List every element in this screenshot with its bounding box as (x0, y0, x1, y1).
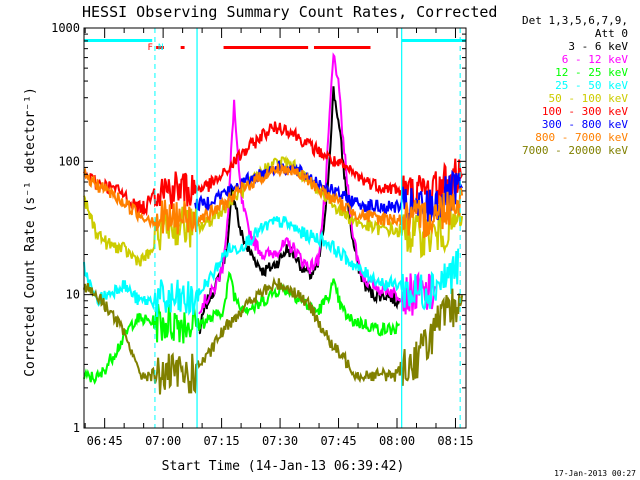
legend-entry-4: 50 - 100 keV (549, 92, 629, 105)
chart-title: HESSI Observing Summary Count Rates, Cor… (82, 3, 497, 21)
flare-flag-bar-3 (313, 46, 371, 49)
series-line-1 (198, 52, 436, 316)
y-tick-label: 1 (73, 421, 80, 435)
x-axis-label: Start Time (14-Jan-13 06:39:42) (162, 459, 405, 474)
y-axis-label: Corrected Count Rate (s⁻¹ detector⁻¹) (23, 87, 38, 377)
x-tick-label: 08:15 (437, 434, 473, 448)
plot-area: F N 1 10 100 1000 06:45 07:00 07:15 07:30 07:45 08:… (51, 21, 473, 448)
y-tick-label: 1000 (51, 21, 80, 35)
legend-entry-1: 6 - 12 keV (562, 53, 629, 66)
y-tick-label: 100 (58, 154, 80, 168)
x-tick-label: 07:00 (145, 434, 181, 448)
legend-entry-7: 800 - 7000 keV (535, 131, 628, 144)
flare-flag-bar-2 (223, 46, 309, 49)
legend-entry-5: 100 - 300 keV (542, 105, 628, 118)
series-line-2 (83, 270, 400, 385)
legend-entry-0: 3 - 6 keV (568, 40, 628, 53)
flag-label-1: N (158, 43, 163, 53)
legend-entry-8: 7000 - 20000 keV (522, 144, 628, 157)
x-tick-label: 06:45 (87, 434, 123, 448)
flag-label-0: F (148, 43, 153, 53)
legend-entry-6: 300 - 800 keV (542, 118, 628, 131)
flare-flag-bar-0 (156, 46, 164, 49)
flare-flag-bar-1 (180, 46, 185, 49)
x-tick-label: 07:30 (262, 434, 298, 448)
series-line-8 (83, 276, 464, 395)
legend-entry-2: 12 - 25 keV (555, 66, 628, 79)
series-line-7 (83, 163, 464, 239)
eclipse-flag-bar-0 (84, 39, 153, 42)
eclipse-flag-bar-1 (401, 39, 466, 42)
legend-entry-3: 25 - 50 keV (555, 79, 628, 92)
x-tick-label: 07:15 (204, 434, 240, 448)
x-tick-label: 08:00 (379, 434, 415, 448)
y-tick-label: 10 (66, 288, 80, 302)
series-line-3 (83, 215, 460, 317)
legend-header-1: Att 0 (595, 27, 628, 40)
series-line-4 (83, 155, 464, 267)
legend-header-0: Det 1,3,5,6,7,9, (522, 14, 628, 27)
footer-timestamp: 17-Jan-2013 00:27 (554, 469, 636, 478)
series-line-5 (83, 121, 463, 217)
x-tick-label: 07:45 (320, 434, 356, 448)
plot-frame (83, 27, 467, 429)
